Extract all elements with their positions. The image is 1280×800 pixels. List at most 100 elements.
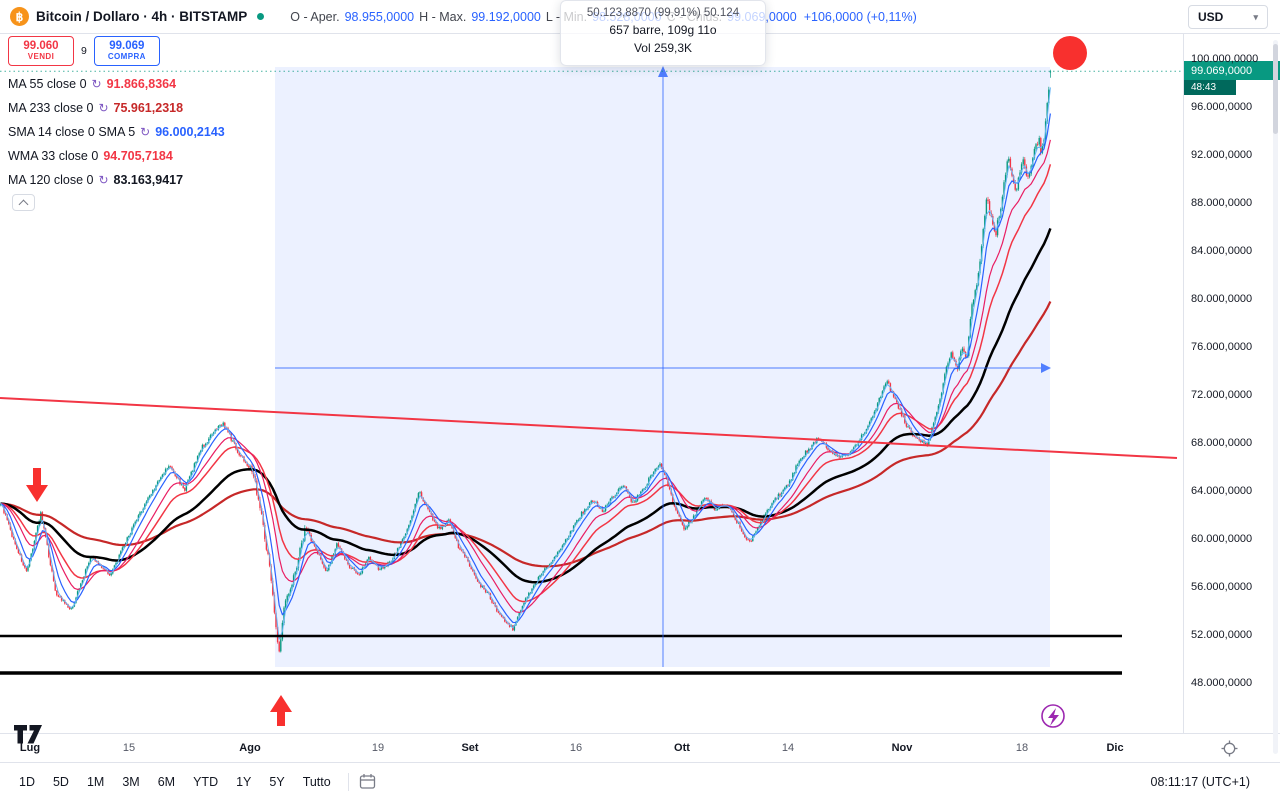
price-axis-label: 92.000,0000 bbox=[1191, 149, 1253, 161]
measure-tooltip: 50.123,8870 (99,91%) 50.124 657 barre, 1… bbox=[560, 0, 766, 66]
indicator-row[interactable]: MA 120 close 0 ↻ 83.163,9417 bbox=[8, 168, 225, 192]
open-value: 98.955,0000 bbox=[344, 9, 415, 24]
time-axis-label: 19 bbox=[371, 742, 385, 754]
high-value: 99.192,0000 bbox=[471, 9, 541, 24]
indicator-row[interactable]: SMA 14 close 0 SMA 5 ↻ 96.000,2143 bbox=[8, 120, 225, 144]
price-axis-label: 76.000,0000 bbox=[1191, 341, 1253, 353]
arrow-up-drawing[interactable] bbox=[270, 695, 292, 726]
session-clock[interactable]: 08:11:17 (UTC+1) bbox=[1150, 774, 1250, 789]
sell-button[interactable]: 99.060 VENDI bbox=[8, 36, 74, 66]
market-open-dot-icon bbox=[257, 13, 265, 20]
price-axis-label: 60.000,0000 bbox=[1191, 533, 1253, 545]
price-axis-label: 80.000,0000 bbox=[1191, 293, 1253, 305]
go-to-date-icon[interactable] bbox=[359, 773, 376, 790]
bottom-toolbar: 1D 5D 1M 3M 6M YTD 1Y 5Y Tutto 08:11:17 (UTC+1) bbox=[0, 762, 1280, 800]
recalculate-icon: ↻ bbox=[91, 77, 102, 91]
currency-code: USD bbox=[1198, 10, 1224, 24]
divider bbox=[347, 772, 349, 791]
measure-volume-line: Vol 259,3K bbox=[633, 41, 693, 55]
indicator-value: 75.961,2318 bbox=[113, 101, 184, 115]
current-price-tag: 99.069,0000 bbox=[1184, 61, 1280, 80]
time-axis-label: Dic bbox=[1106, 742, 1124, 754]
price-chart-svg[interactable] bbox=[0, 34, 1183, 733]
price-axis-label: 96.000,0000 bbox=[1191, 101, 1253, 113]
range-button-tutto[interactable]: Tutto bbox=[302, 774, 331, 789]
range-button-5d[interactable]: 5D bbox=[52, 774, 69, 789]
symbol-button[interactable]: ฿ Bitcoin / Dollaro · 4h · BITSTAMP bbox=[10, 7, 265, 26]
indicator-name: WMA 33 close 0 bbox=[8, 149, 99, 163]
measure-range-line: 50.123,8870 (99,91%) 50.124 bbox=[586, 7, 740, 19]
open-label: O - Aper. bbox=[290, 9, 340, 24]
indicator-name: SMA 14 close 0 SMA 5 bbox=[8, 125, 136, 139]
lightning-icon[interactable] bbox=[1041, 704, 1065, 728]
indicator-name: MA 120 close 0 bbox=[8, 173, 94, 187]
trendline[interactable] bbox=[0, 397, 1178, 459]
range-button-1m[interactable]: 1M bbox=[86, 774, 105, 789]
price-axis[interactable]: 99.069,0000 48:43 100.000,0000 96.000,000… bbox=[1183, 34, 1280, 733]
spread-value: 9 bbox=[81, 45, 87, 57]
indicator-row[interactable]: MA 233 close 0 ↻ 75.961,2318 bbox=[8, 96, 225, 120]
high-label: H - Max. bbox=[419, 9, 467, 24]
range-buttons: 1D 5D 1M 3M 6M YTD 1Y 5Y Tutto bbox=[10, 771, 340, 793]
change-value: +106,0000 (+0,11%) bbox=[803, 9, 917, 24]
range-button-ytd[interactable]: YTD bbox=[193, 774, 219, 789]
buy-sell-widget: 99.060 VENDI 9 99.069 COMPRA bbox=[8, 36, 160, 66]
indicator-value: 91.866,8364 bbox=[106, 77, 177, 91]
indicator-legend: MA 55 close 0 ↻ 91.866,8364 MA 233 close 0 ↻… bbox=[8, 72, 225, 192]
indicator-name: MA 233 close 0 bbox=[8, 101, 94, 115]
sell-label: VENDI bbox=[27, 51, 55, 61]
price-axis-label: 100.000,0000 bbox=[1191, 53, 1259, 65]
range-button-1d[interactable]: 1D bbox=[19, 774, 35, 789]
chevron-down-icon: ▾ bbox=[1253, 11, 1258, 22]
buy-price: 99.069 bbox=[109, 40, 145, 53]
indicator-name: MA 55 close 0 bbox=[8, 77, 87, 91]
time-axis-label: 14 bbox=[781, 742, 795, 754]
indicator-value: 94.705,7184 bbox=[103, 149, 173, 163]
scrollbar-thumb[interactable] bbox=[1273, 44, 1278, 134]
range-button-5y[interactable]: 5Y bbox=[269, 774, 285, 789]
tradingview-logo[interactable] bbox=[12, 722, 46, 751]
recalculate-icon: ↻ bbox=[98, 173, 109, 187]
price-axis-label: 68.000,0000 bbox=[1191, 437, 1253, 449]
price-axis-label: 48.000,0000 bbox=[1191, 677, 1253, 689]
sell-price: 99.060 bbox=[23, 40, 59, 53]
buy-label: COMPRA bbox=[107, 51, 146, 61]
measure-arrow-right-icon bbox=[1041, 363, 1051, 373]
ma-line-ma-233[interactable] bbox=[0, 301, 1052, 568]
indicator-row[interactable]: MA 55 close 0 ↻ 91.866,8364 bbox=[8, 72, 225, 96]
measure-bars-line: 657 barre, 109g 11o bbox=[609, 23, 717, 37]
range-button-3m[interactable]: 3M bbox=[122, 774, 140, 789]
collapse-legend-button[interactable] bbox=[12, 194, 35, 211]
time-axis-label: 18 bbox=[1015, 742, 1029, 754]
time-axis-label: Nov bbox=[891, 742, 913, 754]
time-axis-label: Ott bbox=[674, 742, 690, 754]
recalculate-icon: ↻ bbox=[140, 125, 151, 139]
time-axis-label: 16 bbox=[569, 742, 583, 754]
indicator-value: 83.163,9417 bbox=[113, 173, 184, 187]
range-button-1y[interactable]: 1Y bbox=[236, 774, 252, 789]
time-axis-label: Ago bbox=[239, 742, 261, 754]
currency-dropdown[interactable]: USD ▾ bbox=[1188, 5, 1268, 29]
price-axis-label: 56.000,0000 bbox=[1191, 581, 1253, 593]
ma-line-sma-5[interactable] bbox=[0, 87, 1051, 640]
recalculate-icon: ↻ bbox=[98, 101, 109, 115]
price-axis-label: 52.000,0000 bbox=[1191, 629, 1253, 641]
scrollbar-track[interactable] bbox=[1273, 40, 1278, 754]
price-axis-label: 88.000,0000 bbox=[1191, 197, 1253, 209]
indicator-value: 96.000,2143 bbox=[155, 125, 225, 139]
chevron-up-icon bbox=[18, 199, 29, 209]
time-axis-label: 15 bbox=[122, 742, 136, 754]
price-axis-label: 72.000,0000 bbox=[1191, 389, 1253, 401]
time-axis-label: Lug bbox=[19, 742, 41, 754]
buy-button[interactable]: 99.069 COMPRA bbox=[93, 36, 160, 66]
chart-pane[interactable] bbox=[0, 34, 1183, 733]
range-button-6m[interactable]: 6M bbox=[157, 774, 176, 789]
ma-line-ma-120[interactable] bbox=[0, 227, 1052, 584]
scale-target-icon[interactable] bbox=[1221, 740, 1238, 762]
arrow-down-drawing[interactable] bbox=[26, 468, 48, 502]
time-axis[interactable]: Lug 15 Ago 19 Set 16 Ott 14 Nov 18 Dic bbox=[0, 733, 1280, 762]
indicator-row[interactable]: WMA 33 close 0 94.705,7184 bbox=[8, 144, 225, 168]
symbol-title: Bitcoin / Dollaro · 4h · BITSTAMP bbox=[36, 9, 248, 24]
bitcoin-icon: ฿ bbox=[10, 7, 29, 26]
red-circle-drawing[interactable] bbox=[1053, 36, 1087, 70]
